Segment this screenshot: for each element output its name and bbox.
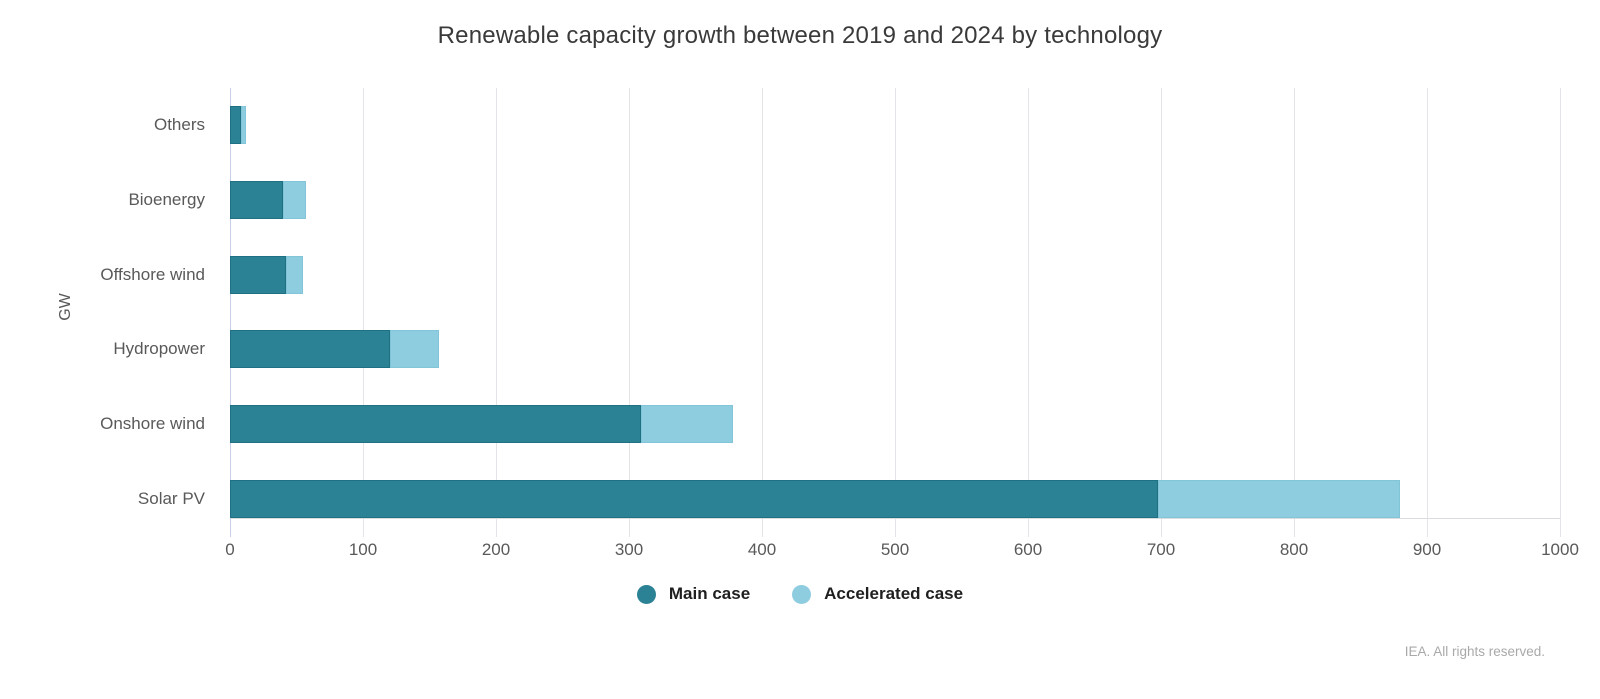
x-tick-label: 700 [1146,540,1176,559]
gridline [1294,88,1295,537]
y-axis-label: GW [57,293,74,321]
gridline [895,88,896,537]
category-label-offshore-wind: Offshore wind [100,264,205,284]
chart-title: Renewable capacity growth between 2019 a… [437,22,1163,49]
legend-label-accelerated-case: Accelerated case [824,584,964,603]
x-tick-label: 900 [1412,540,1442,559]
gridline [1427,88,1428,537]
x-tick-label: 500 [880,540,910,559]
x-tick-label: 1000 [1541,540,1579,559]
bar-segment-accelerated-case[interactable] [640,405,733,443]
accelerated-case-swatch-icon [792,584,812,604]
x-tick-label: 200 [481,540,511,559]
category-label-hydropower: Hydropower [113,339,205,359]
bar-segment-accelerated-case[interactable] [389,330,439,369]
gridline [1161,88,1162,537]
y-axis-line [230,88,231,537]
bar-segment-main-case[interactable] [230,479,1159,518]
bar-segment-main-case[interactable] [230,106,241,145]
bar-segment-main-case[interactable] [230,255,286,294]
bar-segment-accelerated-case[interactable] [1158,479,1401,518]
category-label-onshore-wind: Onshore wind [100,414,205,433]
legend: Main case Accelerated case [0,584,1600,604]
gridline [629,88,630,537]
category-label-solar-pv: Solar PV [137,488,205,508]
bar-segment-main-case[interactable] [230,181,284,219]
x-tick-label: 600 [1013,540,1043,559]
bar-segment-accelerated-case[interactable] [285,255,304,294]
category-label-bioenergy: Bioenergy [128,190,205,209]
gridline [363,88,364,537]
x-tick-label: 0 [225,540,235,559]
main-case-swatch-icon [636,584,656,604]
gridline [1560,88,1561,537]
bar-segment-main-case[interactable] [230,405,641,443]
gridline [496,88,497,537]
gridline [762,88,763,537]
bar-segment-main-case[interactable] [230,330,390,369]
legend-item-main-case[interactable]: Main case [636,584,751,604]
x-tick-label: 300 [614,540,644,559]
legend-item-accelerated-case[interactable]: Accelerated case [792,584,963,604]
bar-segment-accelerated-case[interactable] [283,181,306,219]
gridline [1028,88,1029,537]
x-tick-label: 100 [348,540,378,559]
x-tick-label: 400 [747,540,777,559]
bar-segment-accelerated-case[interactable] [240,106,246,145]
x-tick-label: 800 [1279,540,1309,559]
legend-label-main-case: Main case [668,584,751,603]
copyright-notice: IEA. All rights reserved. [1404,644,1545,659]
category-label-others: Others [153,115,205,135]
x-axis-baseline [230,517,1560,519]
